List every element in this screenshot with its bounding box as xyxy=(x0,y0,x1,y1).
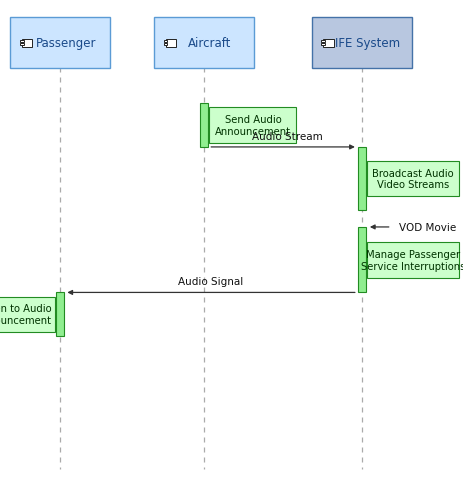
Bar xyxy=(320,44,325,46)
FancyBboxPatch shape xyxy=(366,243,458,278)
Bar xyxy=(320,41,325,43)
FancyBboxPatch shape xyxy=(10,18,110,69)
Text: Send Audio
Announcement: Send Audio Announcement xyxy=(214,115,290,136)
Bar xyxy=(357,148,365,211)
Text: Aircraft: Aircraft xyxy=(188,37,231,50)
Text: Audio Stream: Audio Stream xyxy=(252,131,322,141)
Bar xyxy=(163,41,167,43)
Bar xyxy=(163,44,167,46)
Text: Audio Signal: Audio Signal xyxy=(178,276,243,287)
Bar xyxy=(200,104,208,148)
Text: VOD Movie: VOD Movie xyxy=(398,223,455,232)
Text: IFE System: IFE System xyxy=(334,37,399,50)
Bar xyxy=(19,41,24,43)
Bar xyxy=(165,40,175,47)
FancyBboxPatch shape xyxy=(0,297,55,332)
Text: Passenger: Passenger xyxy=(36,37,96,50)
Text: Broadcast Audio
Video Streams: Broadcast Audio Video Streams xyxy=(371,168,453,190)
Bar xyxy=(323,40,333,47)
FancyBboxPatch shape xyxy=(311,18,411,69)
Text: Manage Passenger
Service Interruptions: Manage Passenger Service Interruptions xyxy=(360,250,463,271)
FancyBboxPatch shape xyxy=(209,108,296,143)
Bar xyxy=(19,44,24,46)
FancyBboxPatch shape xyxy=(366,162,458,197)
Text: Listen to Audio
Announcement: Listen to Audio Announcement xyxy=(0,304,52,325)
Bar xyxy=(357,227,365,293)
FancyBboxPatch shape xyxy=(154,18,254,69)
Bar xyxy=(22,40,32,47)
Bar xyxy=(56,293,64,336)
